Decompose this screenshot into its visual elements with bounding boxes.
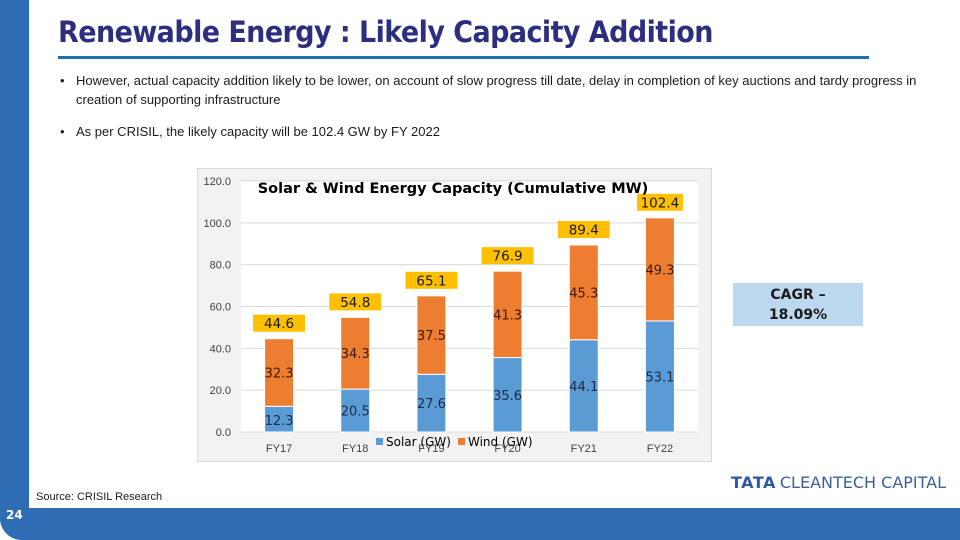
total-label: 54.8 [329, 293, 382, 311]
data-label: 37.5 [417, 329, 446, 344]
data-label: 44.1 [569, 380, 598, 395]
bar-segment-solar [644, 320, 675, 433]
data-label: 32.3 [265, 366, 294, 381]
left-accent-bar [0, 0, 29, 540]
y-tick-label: 120.0 [203, 176, 231, 188]
total-label-text: 44.6 [264, 316, 294, 332]
cagr-label: CAGR – [770, 287, 826, 303]
bullet-2: • As per CRISIL, the likely capacity wil… [60, 122, 930, 141]
gridlines [241, 180, 698, 433]
data-label: 27.6 [417, 397, 446, 412]
y-tick-label: 20.0 [210, 385, 231, 397]
data-label: 45.3 [569, 286, 598, 301]
x-tick-label: FY18 [342, 443, 368, 455]
total-label-text: 89.4 [569, 223, 599, 239]
footer-bar [0, 508, 960, 540]
x-tick-label: FY17 [266, 443, 292, 455]
total-label-box [253, 314, 306, 332]
slide-title: Renewable Energy : Likely Capacity Addit… [58, 15, 713, 49]
bar-segment-wind [416, 295, 447, 375]
y-tick-label: 100.0 [203, 218, 231, 230]
total-label-text: 54.8 [340, 295, 370, 311]
logo-name: CLEANTECH CAPITAL [779, 473, 947, 492]
bar-segment-wind [644, 217, 675, 322]
bar-segment-solar [340, 388, 371, 433]
cagr-value: 18.09% [768, 307, 828, 323]
legend-swatch-solar [376, 438, 383, 445]
y-axis-ticks: 0.0 20.0 40.0 60.0 80.0 100.0 120.0 [203, 176, 231, 439]
total-label-box [557, 221, 610, 239]
total-label-box [405, 271, 458, 289]
total-label-box [329, 293, 382, 311]
logo-brand: TATA [731, 473, 776, 492]
x-tick-label: FY21 [571, 443, 597, 455]
bars: 12.3 32.3 44.6 20.5 34.3 54.8 27.6 37.5 65.1 35.6… [253, 193, 683, 433]
bullet-text: However, actual capacity addition likely… [76, 73, 917, 107]
legend-label-wind: Wind (GW) [468, 435, 533, 449]
x-tick-label: FY22 [647, 443, 673, 455]
y-tick-label: 60.0 [210, 302, 231, 314]
bullet-marker: • [60, 73, 65, 88]
bullet-1: • However, actual capacity addition like… [60, 71, 930, 109]
total-label: 76.9 [481, 247, 534, 265]
total-label: 65.1 [405, 271, 458, 289]
legend-label-solar: Solar (GW) [386, 435, 451, 449]
total-label-text: 76.9 [493, 249, 523, 265]
legend: Solar (GW) Wind (GW) [376, 435, 533, 449]
total-label-text: 102.4 [641, 195, 680, 211]
cagr-callout: CAGR – 18.09% [733, 283, 863, 326]
data-label: 12.3 [265, 414, 294, 429]
y-tick-label: 80.0 [210, 260, 231, 272]
data-label: 20.5 [341, 405, 370, 420]
title-divider [58, 56, 869, 59]
total-label-box [636, 193, 683, 211]
y-tick-label: 0.0 [216, 427, 231, 439]
page-number: 24 [6, 508, 23, 522]
chart-title: Solar & Wind Energy Capacity (Cumulative… [258, 181, 649, 197]
bar-segment-wind [568, 244, 599, 341]
data-label: 34.3 [341, 347, 370, 362]
x-tick-label: FY19 [418, 443, 444, 455]
bullet-text: As per CRISIL, the likely capacity will … [76, 124, 440, 139]
legend-swatch-wind [458, 438, 465, 445]
bar-segment-solar [568, 339, 599, 433]
x-axis-ticks: FY17 FY18 FY19 FY20 FY21 FY22 [266, 443, 673, 455]
bar-segment-wind [492, 270, 523, 359]
bar-segment-solar [416, 373, 447, 433]
bullet-marker: • [60, 124, 65, 139]
total-label-text: 65.1 [416, 273, 446, 289]
x-tick-label: FY20 [494, 443, 520, 455]
total-label: 89.4 [557, 221, 610, 239]
bar-segment-solar [492, 357, 523, 433]
data-label: 53.1 [645, 370, 674, 385]
y-tick-label: 40.0 [210, 343, 231, 355]
bar-segment-wind [264, 338, 295, 407]
data-label: 41.3 [493, 308, 522, 323]
total-label: 44.6 [253, 314, 306, 332]
bar-segment-wind [340, 316, 371, 390]
data-label: 49.3 [645, 263, 674, 278]
company-logo: TATA CLEANTECH CAPITAL [731, 473, 946, 492]
data-label: 35.6 [493, 389, 522, 404]
total-label: 102.4 [636, 193, 683, 211]
total-label-box [481, 247, 534, 265]
source-note: Source: CRISIL Research [36, 491, 163, 503]
